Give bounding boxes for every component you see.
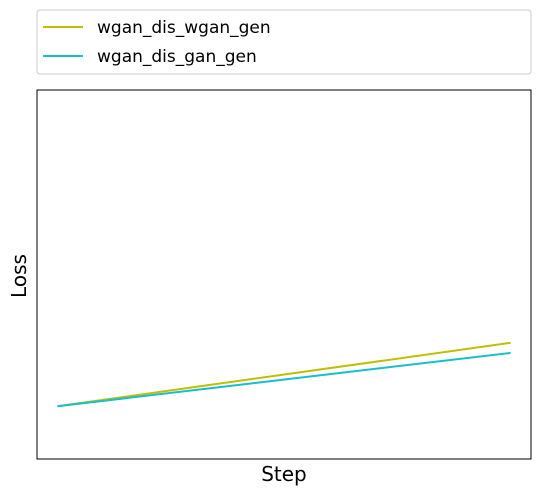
y-axis-label: Loss [7, 254, 31, 298]
x-axis-label: Step [261, 462, 307, 486]
legend-entry-0: wgan_dis_wgan_gen [43, 18, 271, 38]
series-line-wgan-dis-wgan-gen [57, 341, 511, 408]
plot-area [36, 89, 532, 460]
plot-frame [36, 89, 532, 460]
series-layer [57, 341, 511, 408]
legend-frame [36, 9, 532, 75]
legend-label-wgan-dis-gan-gen: wgan_dis_gan_gen [97, 47, 257, 67]
series-line-wgan-dis-gan-gen [57, 351, 511, 408]
legend: wgan_dis_wgan_gen wgan_dis_gan_gen [36, 9, 532, 75]
legend-label-wgan-dis-wgan-gen: wgan_dis_wgan_gen [97, 18, 271, 38]
legend-entry-1: wgan_dis_gan_gen [43, 47, 257, 67]
